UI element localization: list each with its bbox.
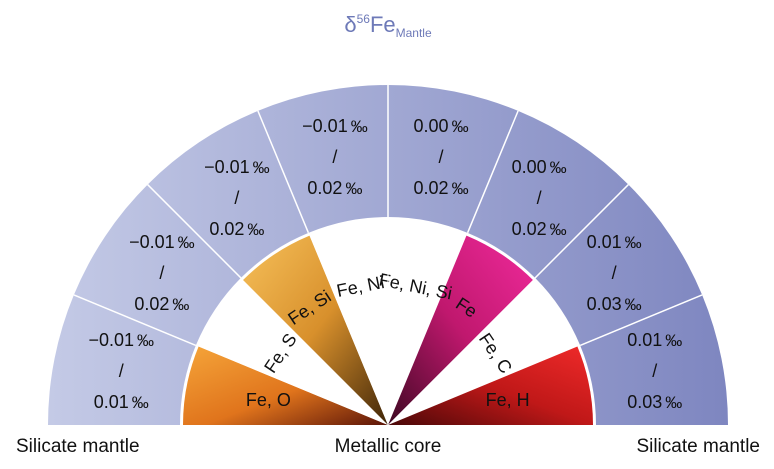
mantle-slash: / [119, 361, 124, 381]
mantle-divider [73, 294, 197, 347]
mantle-value: −0.01 ‰ [88, 330, 154, 350]
mantle-segment-label: −0.01 ‰ / 0.02 ‰ [302, 116, 368, 198]
mantle-value: 0.02 ‰ [134, 294, 189, 314]
mantle-divider [147, 184, 242, 279]
mantle-value: 0.02 ‰ [307, 178, 362, 198]
mantle-value: 0.01 ‰ [587, 232, 642, 252]
mantle-labels: −0.01 ‰/0.01 ‰−0.01 ‰/0.02 ‰−0.01 ‰/0.02 ‰−0.0… [88, 116, 682, 412]
core-sector [388, 235, 533, 425]
mantle-value: 0.01 ‰ [94, 392, 149, 412]
mantle-divider [534, 184, 629, 279]
diagram-title: δ56FeMantle [344, 12, 432, 40]
silicate-mantle-band [48, 85, 728, 425]
mantle-value: −0.01 ‰ [302, 116, 368, 136]
title-delta: δ [344, 12, 356, 37]
mantle-value: −0.01 ‰ [204, 157, 270, 177]
bottom-label-left: Silicate mantle [16, 436, 140, 457]
core-sector [198, 280, 388, 425]
mantle-segment-label: 0.00 ‰ / 0.02 ‰ [414, 116, 469, 198]
bottom-label-right: Silicate mantle [636, 436, 760, 457]
title-superscript: 56 [357, 12, 371, 26]
core-sector [388, 220, 467, 425]
mantle-value: 0.00 ‰ [414, 116, 469, 136]
mantle-slash: / [612, 263, 617, 283]
mantle-segment-label: 0.01 ‰ / 0.03 ‰ [627, 330, 682, 412]
core-sector [183, 346, 388, 425]
mantle-value: 0.01 ‰ [627, 330, 682, 350]
mantle-value: 0.02 ‰ [414, 178, 469, 198]
core-sector-label: Fe, O [246, 390, 291, 410]
core-sector [388, 346, 593, 425]
mantle-value: 0.03 ‰ [627, 392, 682, 412]
mantle-slash: / [332, 147, 337, 167]
mantle-segment-label: 0.00 ‰ / 0.02 ‰ [512, 157, 567, 239]
mantle-value: 0.03 ‰ [587, 294, 642, 314]
core-sector-label: Fe, H [486, 390, 530, 410]
title-subscript: Mantle [396, 26, 432, 40]
mantle-value: 0.02 ‰ [512, 219, 567, 239]
mantle-dividers [73, 85, 703, 347]
mantle-segment-label: −0.01 ‰ / 0.01 ‰ [88, 330, 154, 412]
core-sector [243, 235, 388, 425]
mantle-segment-label: −0.01 ‰ / 0.02 ‰ [129, 232, 195, 314]
mantle-value: 0.00 ‰ [512, 157, 567, 177]
mantle-slash: / [537, 188, 542, 208]
bottom-label-center: Metallic core [335, 436, 442, 457]
mantle-value: 0.02 ‰ [209, 219, 264, 239]
mantle-divider [257, 110, 310, 234]
title-base: Fe [370, 12, 396, 37]
core-sector [309, 220, 388, 425]
mantle-divider [466, 110, 519, 234]
mantle-value: −0.01 ‰ [129, 232, 195, 252]
mantle-divider [579, 294, 703, 347]
mantle-segment-label: −0.01 ‰ / 0.02 ‰ [204, 157, 270, 239]
mantle-slash: / [234, 188, 239, 208]
mantle-slash: / [439, 147, 444, 167]
mantle-slash: / [652, 361, 657, 381]
core-sector [388, 280, 578, 425]
mantle-segment-label: 0.01 ‰ / 0.03 ‰ [587, 232, 642, 314]
mantle-slash: / [159, 263, 164, 283]
